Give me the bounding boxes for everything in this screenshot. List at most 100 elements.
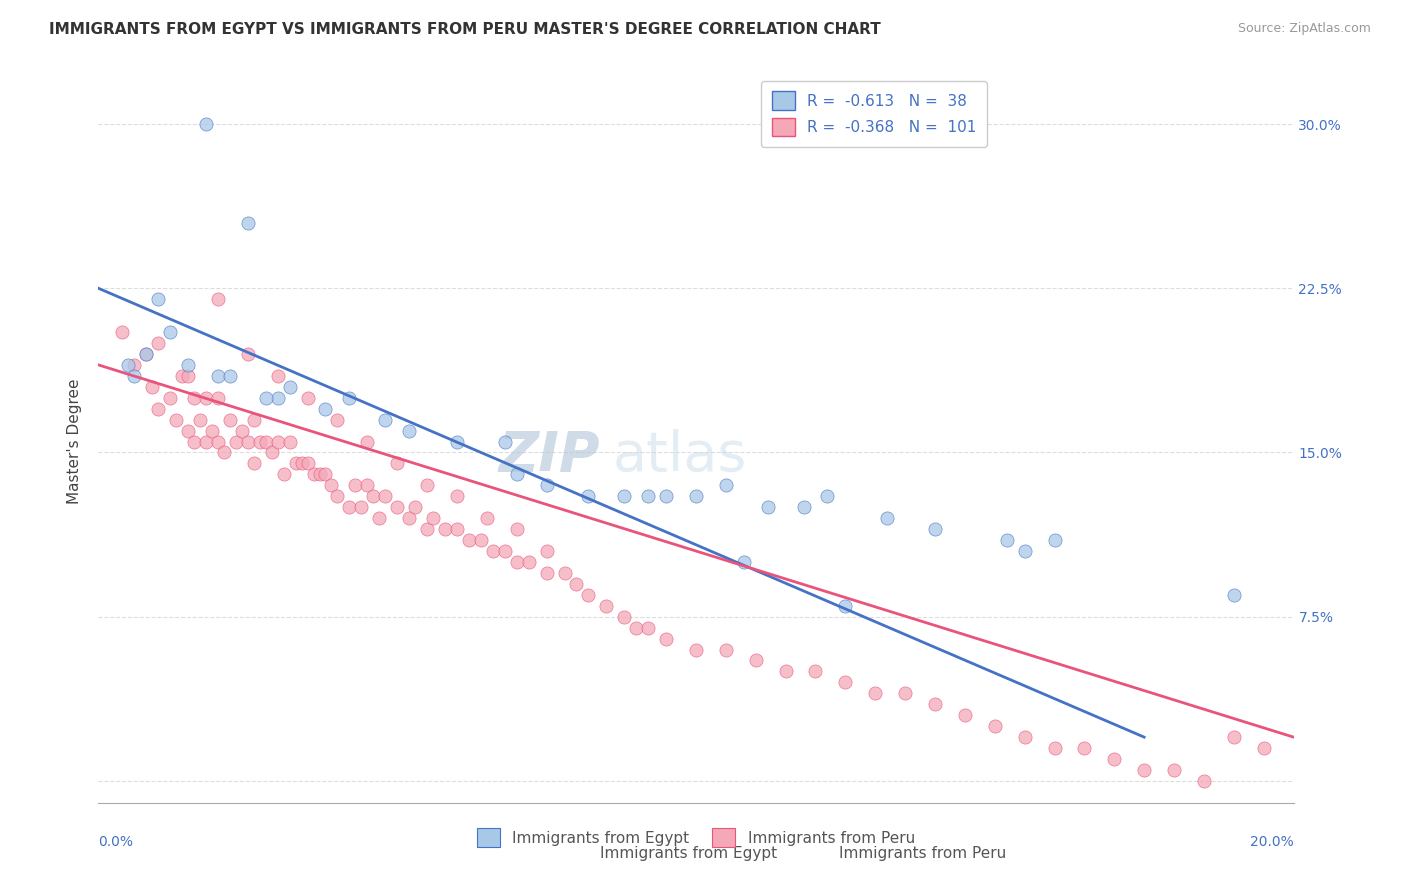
Point — [297, 457, 319, 471]
Point — [260, 445, 283, 459]
Point — [517, 555, 540, 569]
Point — [159, 325, 181, 339]
Point — [1104, 752, 1126, 766]
Point — [1223, 588, 1246, 602]
Point — [111, 325, 134, 339]
Point — [165, 412, 187, 426]
Text: Immigrants from Peru: Immigrants from Peru — [839, 847, 1007, 861]
Point — [177, 424, 200, 438]
Point — [148, 401, 170, 416]
Point — [876, 511, 898, 525]
Point — [363, 489, 385, 503]
Text: Immigrants from Egypt: Immigrants from Egypt — [600, 847, 778, 861]
Point — [297, 391, 319, 405]
Point — [482, 544, 505, 558]
Point — [356, 434, 378, 449]
Point — [339, 500, 361, 515]
Point — [536, 478, 558, 492]
Point — [243, 412, 266, 426]
Point — [302, 467, 325, 482]
Point — [291, 457, 314, 471]
Point — [207, 292, 229, 306]
Point — [177, 358, 200, 372]
Point — [350, 500, 373, 515]
Point — [243, 457, 266, 471]
Point — [637, 489, 659, 503]
Point — [385, 500, 409, 515]
Point — [1253, 741, 1275, 756]
Point — [201, 424, 224, 438]
Point — [236, 434, 259, 449]
Point — [446, 522, 468, 536]
Point — [494, 544, 516, 558]
Point — [368, 511, 391, 525]
Legend: Immigrants from Egypt, Immigrants from Peru: Immigrants from Egypt, Immigrants from P… — [471, 822, 921, 853]
Point — [1043, 741, 1066, 756]
Point — [1014, 544, 1036, 558]
Point — [249, 434, 271, 449]
Point — [267, 434, 290, 449]
Point — [135, 347, 157, 361]
Point — [953, 708, 976, 723]
Point — [225, 434, 247, 449]
Point — [159, 391, 181, 405]
Point — [984, 719, 1007, 733]
Point — [416, 478, 439, 492]
Point — [834, 599, 856, 613]
Point — [315, 467, 337, 482]
Point — [398, 511, 420, 525]
Point — [565, 577, 588, 591]
Point — [446, 434, 468, 449]
Point — [124, 368, 146, 383]
Point — [236, 347, 259, 361]
Point — [273, 467, 295, 482]
Point — [685, 489, 707, 503]
Point — [1073, 741, 1095, 756]
Point — [536, 544, 558, 558]
Point — [506, 467, 529, 482]
Point — [865, 686, 887, 700]
Point — [733, 555, 755, 569]
Point — [494, 434, 516, 449]
Point — [995, 533, 1018, 547]
Point — [793, 500, 815, 515]
Point — [714, 478, 737, 492]
Point — [815, 489, 838, 503]
Point — [212, 445, 235, 459]
Point — [1163, 763, 1185, 777]
Point — [1043, 533, 1066, 547]
Y-axis label: Master's Degree: Master's Degree — [67, 379, 83, 504]
Point — [506, 522, 529, 536]
Point — [756, 500, 779, 515]
Point — [506, 555, 529, 569]
Point — [183, 391, 205, 405]
Point — [475, 511, 498, 525]
Point — [148, 336, 170, 351]
Point — [775, 665, 797, 679]
Point — [219, 368, 242, 383]
Point — [1133, 763, 1156, 777]
Point — [1014, 730, 1036, 744]
Point — [422, 511, 444, 525]
Point — [834, 675, 856, 690]
Point — [195, 117, 218, 131]
Text: atlas: atlas — [613, 429, 747, 483]
Point — [219, 412, 242, 426]
Point — [924, 522, 946, 536]
Point — [177, 368, 200, 383]
Point — [655, 489, 678, 503]
Point — [1223, 730, 1246, 744]
Point — [278, 434, 301, 449]
Point — [172, 368, 194, 383]
Point — [924, 698, 946, 712]
Point — [326, 489, 349, 503]
Point — [135, 347, 157, 361]
Point — [141, 380, 163, 394]
Point — [267, 391, 290, 405]
Point — [183, 434, 205, 449]
Point — [385, 457, 409, 471]
Point — [578, 588, 600, 602]
Point — [195, 434, 218, 449]
Point — [374, 412, 396, 426]
Point — [339, 391, 361, 405]
